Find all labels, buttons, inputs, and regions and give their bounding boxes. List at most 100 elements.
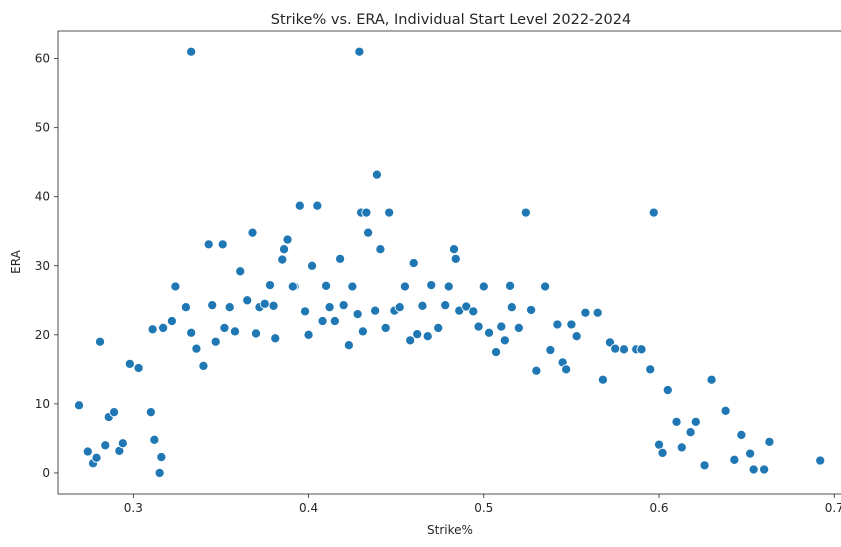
scatter-point: [229, 326, 241, 337]
y-tick-label: 50: [35, 121, 50, 135]
scatter-point: [592, 307, 603, 318]
scatter-point: [815, 455, 826, 466]
scatter-point: [531, 365, 542, 376]
scatter-point: [426, 280, 437, 291]
scatter-point: [361, 207, 372, 218]
x-tick-label: 0.4: [299, 501, 318, 515]
scatter-point: [375, 244, 386, 255]
x-tick-label: 0.7: [825, 501, 841, 515]
scatter-point: [287, 281, 298, 292]
scatter-point: [217, 239, 228, 250]
scatter-point: [408, 257, 419, 269]
scatter-point: [307, 260, 318, 271]
y-tick-label: 10: [35, 397, 50, 411]
scatter-point: [736, 429, 747, 441]
scatter-point: [513, 322, 524, 333]
scatter-point: [417, 300, 428, 311]
scatter-point: [82, 446, 93, 457]
scatter-point: [468, 306, 479, 317]
scatter-point: [580, 307, 591, 318]
scatter-point: [759, 464, 770, 475]
scatter-point: [610, 343, 621, 354]
scatter-point: [198, 360, 209, 371]
scatter-point: [440, 300, 451, 311]
scatter-point: [149, 434, 160, 445]
scatter-point: [158, 322, 169, 333]
scatter-point: [506, 302, 517, 313]
scatter-point: [91, 452, 102, 463]
x-axis-title: Strike%: [427, 523, 473, 537]
scatter-point: [100, 440, 111, 451]
scatter-point: [300, 306, 311, 317]
scatter-point: [685, 427, 696, 438]
scatter-point: [347, 281, 358, 292]
scatter-point: [671, 416, 682, 427]
points-layer: [73, 46, 826, 478]
scatter-point: [324, 302, 335, 313]
scatter-point: [338, 300, 349, 311]
scatter-point: [370, 305, 381, 316]
scatter-point: [505, 280, 516, 291]
scatter-point: [224, 302, 235, 313]
scatter-point: [312, 200, 323, 211]
scatter-point: [264, 280, 276, 291]
scatter-point: [363, 227, 374, 238]
x-tick-label: 0.3: [124, 501, 143, 515]
scatter-point: [706, 374, 717, 385]
scatter-point: [491, 347, 502, 358]
y-tick-label: 0: [42, 466, 50, 480]
scatter-point: [109, 407, 120, 418]
scatter-point: [676, 442, 687, 453]
scatter-point: [186, 46, 197, 57]
scatter-point: [405, 335, 416, 346]
scatter-point: [636, 344, 647, 355]
scatter-point: [170, 281, 181, 292]
scatter-point: [335, 253, 346, 264]
scatter-point: [371, 169, 382, 180]
scatter-point: [180, 302, 191, 313]
scatter-point: [147, 324, 158, 335]
scatter-point: [166, 315, 177, 327]
scatter-point: [259, 298, 270, 309]
scatter-point: [343, 340, 354, 351]
scatter-point: [597, 374, 608, 385]
scatter-point: [235, 266, 246, 277]
scatter-point: [648, 207, 659, 218]
y-tick-label: 30: [35, 259, 50, 273]
scatter-point: [483, 327, 495, 338]
scatter-point: [618, 344, 630, 355]
scatter-point: [499, 335, 510, 346]
scatter-point: [357, 326, 368, 337]
scatter-point: [282, 234, 293, 245]
plot-frame: [57, 30, 841, 495]
x-tick-label: 0.6: [649, 501, 668, 515]
scatter-point: [520, 207, 531, 218]
scatter-point: [461, 301, 472, 312]
scatter-point: [210, 336, 221, 347]
scatter-point: [321, 280, 332, 291]
scatter-point: [294, 200, 305, 211]
scatter-point: [270, 333, 281, 344]
scatter-point: [268, 300, 279, 311]
y-axis-title: ERA: [9, 249, 23, 273]
scatter-point: [278, 244, 290, 255]
scatter-point: [540, 281, 551, 292]
scatter-point: [95, 336, 106, 347]
scatter-point: [145, 407, 156, 418]
scatter-point: [729, 454, 740, 465]
scatter-point: [422, 331, 433, 342]
y-tick-label: 40: [35, 190, 50, 204]
scatter-point: [662, 385, 673, 396]
y-tick-label: 60: [35, 52, 50, 66]
scatter-point: [207, 300, 218, 311]
y-tick-label: 20: [35, 328, 50, 342]
scatter-point: [329, 315, 340, 327]
scatter-point: [448, 244, 460, 255]
scatter-point: [433, 322, 444, 333]
scatter-point: [496, 321, 507, 332]
scatter-point: [571, 331, 582, 342]
scatter-point: [450, 253, 461, 264]
scatter-point: [250, 328, 262, 339]
scatter-point: [645, 364, 656, 375]
scatter-point: [156, 452, 167, 463]
